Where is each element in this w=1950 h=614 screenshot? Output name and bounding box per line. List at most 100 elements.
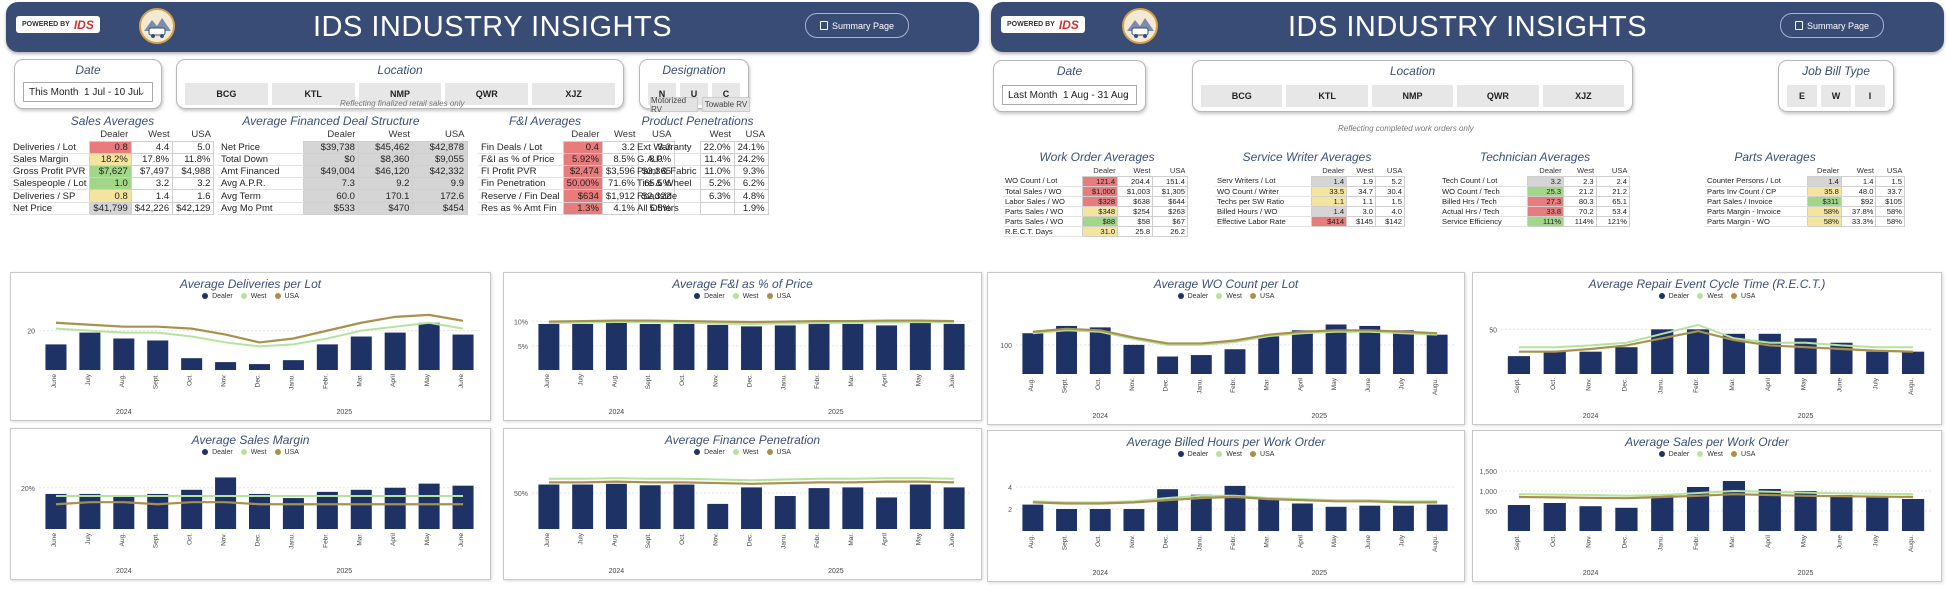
dealer-bar bbox=[876, 325, 898, 370]
location-chip-nmp[interactable]: NMP bbox=[1371, 85, 1454, 107]
legend-item-dealer: Dealer bbox=[692, 293, 727, 300]
motorized-rv-button[interactable]: Motorized RV bbox=[650, 96, 698, 114]
table-row: Deliveries / SP 0.8 1.4 1.6 bbox=[10, 189, 215, 203]
table-row: Counter Persons / Lot 1.4 1.4 1.5 bbox=[1705, 175, 1905, 187]
legend-dot bbox=[1216, 451, 1223, 457]
table-row: Avg Mo Pmt $533 $470 $454 bbox=[218, 201, 468, 215]
dealer-bar bbox=[1393, 505, 1414, 531]
towable-rv-button[interactable]: Towable RV bbox=[702, 97, 750, 112]
dealer-bar bbox=[79, 493, 101, 529]
deliveries-per-lot-chart: Average Deliveries per Lot Dealer West USA 2… bbox=[10, 272, 491, 421]
legend-item-dealer: Dealer bbox=[200, 293, 235, 300]
job-bill-chip-w[interactable]: W bbox=[1821, 85, 1851, 107]
x-tick-label: Dec. bbox=[1163, 535, 1170, 549]
dealer-bar bbox=[1291, 330, 1313, 374]
location-filter-title: Location bbox=[1389, 64, 1436, 78]
summary-page-button[interactable]: Summary Page bbox=[805, 13, 909, 38]
table-row: Avg A.P.R. 7.3 9.2 9.9 bbox=[218, 177, 468, 191]
table-row: Paint & Fabric 11.0% 9.3% bbox=[634, 165, 769, 179]
location-chip-xjz[interactable]: XJZ bbox=[532, 83, 615, 105]
usa-series-line bbox=[1518, 329, 1914, 353]
dealer-bar bbox=[282, 360, 304, 370]
dealer-bar bbox=[707, 324, 729, 370]
location-chip-ktl[interactable]: KTL bbox=[271, 83, 355, 105]
service-dashboard-panel: POWERED BY IDS IDS INDUSTRY INSIGHTS Summ… bbox=[985, 0, 1950, 614]
x-tick-label: Janu. bbox=[1657, 535, 1664, 551]
y-tick-label: 1,000 bbox=[1479, 489, 1497, 496]
completed-work-orders-note: Reflecting completed work orders only bbox=[1338, 124, 1474, 133]
x-tick-label: June bbox=[544, 374, 551, 388]
legend-dot bbox=[274, 449, 281, 455]
legend-dot bbox=[694, 449, 701, 455]
job-bill-chip-e[interactable]: E bbox=[1787, 85, 1817, 107]
west-series-line bbox=[1518, 489, 1914, 497]
x-tick-label: April bbox=[390, 532, 397, 546]
x-tick-label: April bbox=[1765, 534, 1772, 548]
table-row: Parts Margin - Invoice 58% 37.8% 58% bbox=[1705, 205, 1905, 217]
fi-averages-title: F&I Averages bbox=[508, 114, 582, 128]
dealer-bar bbox=[943, 487, 965, 529]
location-chip-bcg[interactable]: BCG bbox=[185, 83, 268, 105]
dealer-bar bbox=[181, 358, 203, 370]
x-tick-label: May bbox=[915, 373, 922, 386]
legend-dot bbox=[202, 449, 209, 455]
location-chip-bcg[interactable]: BCG bbox=[1201, 85, 1283, 107]
legend-dot bbox=[1658, 451, 1665, 457]
x-tick-label: May bbox=[424, 532, 431, 545]
legend-dot bbox=[1731, 293, 1738, 299]
x-tick-label: Febr. bbox=[814, 533, 821, 548]
x-tick-label: Nov. bbox=[713, 533, 720, 546]
dealer-bar bbox=[1686, 329, 1710, 374]
usa-series-line bbox=[548, 319, 955, 324]
west-series-line bbox=[548, 321, 955, 325]
job-bill-chip-i[interactable]: I bbox=[1855, 85, 1885, 107]
dealer-bar bbox=[909, 484, 931, 529]
location-chip-xjz[interactable]: XJZ bbox=[1542, 85, 1625, 107]
date-dropdown[interactable]: Last Month 1 Aug - 31 Aug ⌄ bbox=[1002, 85, 1137, 105]
dealer-bar bbox=[639, 485, 661, 529]
x-tick-label: July bbox=[1872, 534, 1879, 546]
page-icon bbox=[1794, 21, 1803, 30]
legend-item-west: West bbox=[1695, 293, 1725, 300]
x-tick-label: Dec. bbox=[747, 374, 754, 388]
dealer-bar bbox=[316, 491, 338, 529]
dealer-bar bbox=[1022, 504, 1044, 531]
table-row: Ext Warranty 22.0% 24.1% bbox=[634, 140, 769, 154]
legend-item-west: West bbox=[731, 449, 761, 456]
x-tick-label: Oct. bbox=[1550, 378, 1557, 390]
date-dropdown[interactable]: This Month 1 Jul - 10 Jul ⌄ bbox=[23, 82, 153, 102]
x-tick-label: Janu. bbox=[288, 374, 295, 390]
year-label: 2024 bbox=[609, 568, 625, 575]
chevron-down-icon: ⌄ bbox=[136, 86, 146, 98]
dealer-bar bbox=[1722, 333, 1746, 374]
x-tick-label: Janu. bbox=[1196, 535, 1203, 551]
x-tick-label: Dec. bbox=[1621, 535, 1628, 549]
location-chip-nmp[interactable]: NMP bbox=[358, 83, 442, 105]
legend-item-usa: USA bbox=[765, 293, 793, 300]
x-tick-label: June bbox=[1836, 378, 1843, 392]
location-chip-qwr[interactable]: QWR bbox=[445, 83, 529, 105]
y-tick-label: 10% bbox=[514, 320, 528, 327]
dealer-bar bbox=[113, 496, 135, 529]
financed-deal-title: Average Financed Deal Structure bbox=[242, 114, 420, 128]
dealer-bar bbox=[572, 484, 594, 529]
summary-page-button[interactable]: Summary Page bbox=[1780, 13, 1884, 38]
dealer-bar bbox=[842, 323, 864, 370]
table-row: All Others 1.9% bbox=[634, 201, 769, 215]
legend-dot bbox=[1250, 451, 1257, 457]
year-label: 2024 bbox=[116, 568, 132, 575]
location-chip-qwr[interactable]: QWR bbox=[1457, 85, 1539, 107]
dealer-bar bbox=[876, 497, 898, 529]
year-label: 2025 bbox=[1798, 413, 1814, 420]
legend-dot bbox=[766, 293, 773, 299]
dealer-bar bbox=[113, 338, 135, 370]
table-row: Billed Hours / WO 1.4 3.0 4.0 bbox=[1215, 205, 1405, 217]
dealer-bar bbox=[1615, 507, 1638, 531]
table-row: WO Count / Writer 33.5 34.7 30.4 bbox=[1215, 185, 1405, 197]
x-tick-label: Sept. bbox=[1514, 535, 1521, 550]
location-chip-ktl[interactable]: KTL bbox=[1286, 85, 1368, 107]
x-tick-label: Sept. bbox=[1514, 378, 1521, 393]
dealer-bar bbox=[1224, 349, 1246, 374]
x-tick-label: Sept. bbox=[645, 533, 652, 548]
table-row: Total Down $0 $8,360 $9,055 bbox=[218, 152, 468, 167]
